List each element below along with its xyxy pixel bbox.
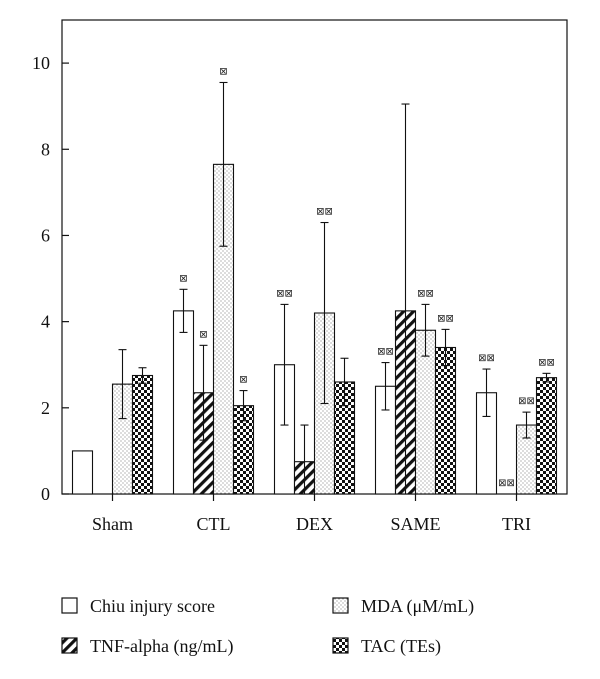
significance-mark: ⊠ xyxy=(219,66,227,77)
significance-marks: ⊠⊠⊠⊠⊠⊠⊠⊠⊠⊠⊠⊠⊠⊠⊠⊠⊠⊠⊠⊠⊠⊠ xyxy=(179,66,555,489)
x-tick-label: SAME xyxy=(390,514,440,534)
x-tick-label: Sham xyxy=(92,514,133,534)
x-tick-label: TRI xyxy=(502,514,531,534)
significance-mark: ⊠ xyxy=(199,329,207,340)
significance-mark: ⊠⊠ xyxy=(538,357,555,368)
legend-swatch-tnf xyxy=(61,637,78,654)
x-tick-label: DEX xyxy=(296,514,333,534)
y-tick-label: 10 xyxy=(32,53,50,73)
legend-item-tnf: TNF-alpha (ng/mL) xyxy=(61,636,233,657)
significance-mark: ⊠⊠ xyxy=(498,478,515,489)
significance-mark: ⊠⊠ xyxy=(417,288,434,299)
y-tick-label: 4 xyxy=(41,312,50,332)
y-tick-label: 2 xyxy=(41,398,50,418)
y-tick-label: 6 xyxy=(41,225,50,245)
significance-mark: ⊠ xyxy=(239,375,247,386)
legend-item-mda: MDA (μM/mL) xyxy=(332,596,474,617)
significance-mark: ⊠⊠ xyxy=(316,207,333,218)
legend-swatch-tac xyxy=(332,637,349,654)
significance-mark: ⊠⊠ xyxy=(276,288,293,299)
x-tick-label: CTL xyxy=(197,514,231,534)
bar-tac xyxy=(535,377,558,495)
legend-label-chiu: Chiu injury score xyxy=(90,596,215,616)
bar-tac xyxy=(131,374,154,495)
y-tick-label: 0 xyxy=(41,484,50,504)
legend-item-tac: TAC (TEs) xyxy=(332,636,441,657)
legend-swatch-mda xyxy=(332,597,349,614)
x-axis: Sham CTL DEX SAME TRI xyxy=(92,494,531,534)
significance-mark: ⊠⊠ xyxy=(518,396,535,407)
significance-mark: ⊠⊠ xyxy=(478,353,495,364)
bar-chiu xyxy=(172,310,195,495)
legend-swatch-chiu xyxy=(61,597,78,614)
bars xyxy=(71,163,558,495)
legend-label-tac: TAC (TEs) xyxy=(361,636,441,657)
legend-label-mda: MDA (μM/mL) xyxy=(361,596,474,617)
bar-tac xyxy=(434,346,457,495)
significance-mark: ⊠ xyxy=(179,273,187,284)
significance-mark: ⊠⊠ xyxy=(377,347,394,358)
y-tick-label: 8 xyxy=(41,139,50,159)
significance-mark: ⊠⊠ xyxy=(437,313,454,324)
legend: Chiu injury score MDA (μM/mL) TNF-alpha … xyxy=(61,596,474,657)
error-bars xyxy=(118,81,551,495)
bar-chiu xyxy=(71,450,94,495)
y-axis: 0 2 4 6 8 10 xyxy=(32,53,69,504)
legend-label-tnf: TNF-alpha (ng/mL) xyxy=(90,636,233,657)
legend-item-chiu: Chiu injury score xyxy=(61,596,215,616)
